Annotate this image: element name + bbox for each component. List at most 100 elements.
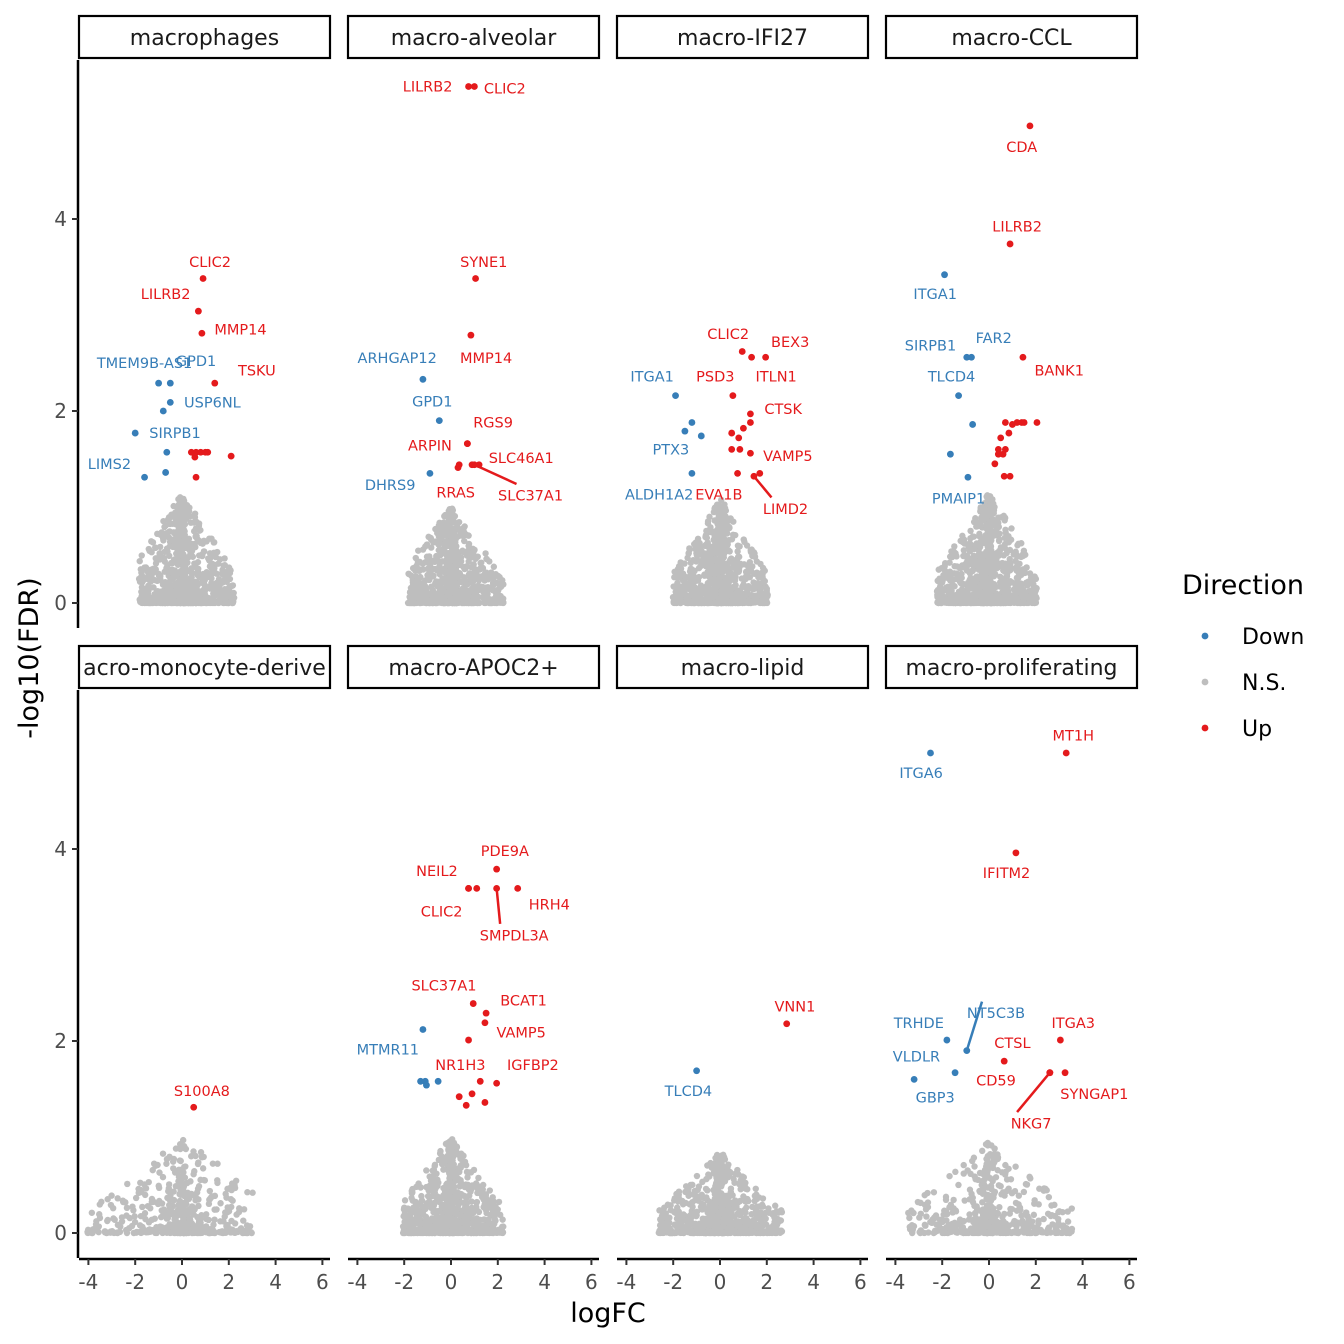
ns-point <box>1013 574 1021 582</box>
facet-title: macro-IFI27 <box>677 26 808 51</box>
ns-point <box>222 1209 229 1216</box>
ns-point <box>189 569 196 577</box>
gene-label: BEX3 <box>771 335 809 351</box>
ns-point <box>223 574 230 581</box>
ns-point <box>197 526 204 534</box>
ns-point <box>173 550 180 557</box>
ns-point <box>177 510 184 518</box>
ns-point <box>122 1226 130 1234</box>
ns-point <box>942 598 949 605</box>
ns-point <box>182 1145 190 1153</box>
ns-point <box>968 581 976 588</box>
point-up <box>747 410 754 418</box>
ns-point <box>208 575 215 582</box>
point-up <box>740 424 747 432</box>
ns-point <box>488 569 495 576</box>
point-up <box>468 461 476 469</box>
gene-label: EVA1B <box>695 488 742 504</box>
ns-point <box>982 560 989 567</box>
ns-point <box>240 1217 247 1224</box>
point-up <box>192 473 200 481</box>
point-up <box>465 83 472 90</box>
ns-point <box>145 545 152 553</box>
x-tick-label: 0 <box>176 1270 189 1294</box>
ns-point <box>939 587 947 594</box>
gene-label: LIMD2 <box>763 502 808 518</box>
ns-point <box>709 580 716 587</box>
ns-point <box>181 531 188 539</box>
point-down <box>955 392 962 400</box>
ns-point <box>472 555 479 562</box>
ns-point <box>745 583 752 590</box>
ns-point <box>123 1204 131 1212</box>
ns-point <box>449 576 456 583</box>
ns-point <box>720 554 728 561</box>
point-up <box>471 83 478 90</box>
ns-point <box>185 508 193 515</box>
ns-point <box>735 553 743 561</box>
ns-point <box>432 580 439 587</box>
ns-point <box>1005 592 1012 599</box>
ns-point <box>963 588 971 596</box>
ns-point <box>747 546 754 554</box>
ns-point <box>175 1224 183 1231</box>
ns-point <box>681 580 689 587</box>
gene-label: MMP14 <box>460 351 512 367</box>
ns-point <box>96 1201 104 1208</box>
ns-point <box>677 598 685 606</box>
ns-point <box>986 597 994 604</box>
y-tick-label: 0 <box>54 591 67 615</box>
ns-point <box>720 544 728 551</box>
gene-label: DHRS9 <box>365 478 416 494</box>
ns-point <box>168 511 175 518</box>
ns-point <box>712 547 719 555</box>
ns-point <box>180 545 187 552</box>
ns-points <box>404 505 507 607</box>
point-up <box>738 348 746 355</box>
ns-point <box>951 543 958 550</box>
ns-points <box>135 494 238 607</box>
point-up <box>991 460 999 468</box>
ns-point <box>1002 526 1009 534</box>
gene-label: ARPIN <box>408 439 452 455</box>
ns-point <box>180 1229 188 1237</box>
point-up <box>750 472 758 480</box>
x-tick-label: 4 <box>269 1270 282 1294</box>
ns-point <box>727 556 734 564</box>
ns-point <box>224 1221 231 1229</box>
ns-point <box>179 520 187 527</box>
ns-point <box>166 528 173 535</box>
ns-point <box>156 543 164 551</box>
ns-point <box>686 568 694 575</box>
ns-point <box>404 1213 412 1220</box>
ns-point <box>464 1174 471 1181</box>
ns-point <box>164 1194 171 1202</box>
ns-point <box>752 598 759 605</box>
point-up <box>1013 419 1021 426</box>
facet-title: macro-APOC2+ <box>388 656 558 681</box>
ns-point <box>209 1226 216 1234</box>
point-up <box>994 446 1002 453</box>
ns-point <box>138 552 145 559</box>
point-up <box>1005 429 1013 437</box>
ns-point <box>166 520 174 528</box>
ns-point <box>159 1150 167 1157</box>
ns-point <box>704 588 711 595</box>
ns-point <box>729 531 737 538</box>
gene-label: ALDH1A2 <box>625 488 693 504</box>
gene-label: TMEM9B-AS1 <box>96 356 192 372</box>
ns-point <box>415 579 423 587</box>
facet-strip <box>77 644 332 690</box>
ns-point <box>987 550 994 557</box>
ns-point <box>156 575 164 582</box>
ns-point <box>957 537 964 545</box>
ns-point <box>435 547 442 554</box>
ns-point <box>404 1205 412 1212</box>
ns-point <box>107 1228 114 1235</box>
ns-point <box>195 1159 202 1166</box>
ns-point <box>109 1204 117 1212</box>
ns-point <box>216 556 224 563</box>
ns-point <box>187 540 195 548</box>
ns-point <box>233 1211 240 1218</box>
ns-point <box>150 565 157 572</box>
